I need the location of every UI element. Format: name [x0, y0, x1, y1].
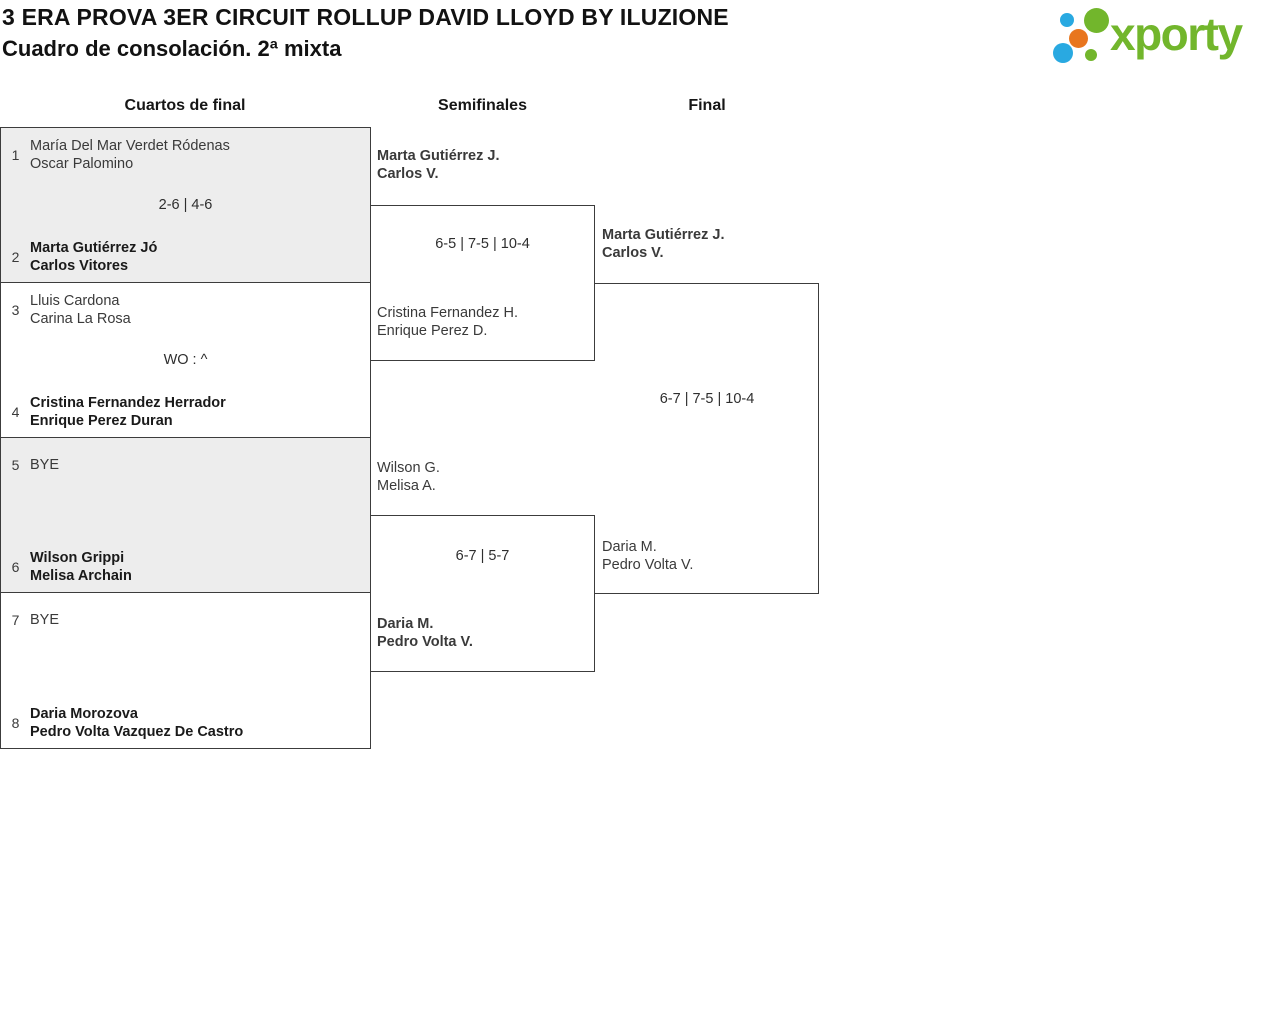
player-name: Cristina Fernandez Herrador	[30, 395, 226, 411]
tournament-title: 3 ERA PROVA 3ER CIRCUIT ROLLUP DAVID LLO…	[2, 4, 729, 30]
team-names: Daria M. Pedro Volta V.	[602, 538, 693, 574]
match-box-qf1: 1 María Del Mar Verdet Ródenas Oscar Pal…	[0, 127, 371, 283]
player-name: Melisa Archain	[30, 568, 132, 584]
team-entry: 6 Wilson Grippi Melisa Archain	[9, 549, 132, 585]
player-name: Lluis Cardona	[30, 293, 120, 309]
logo-wordmark: xporty	[1110, 8, 1243, 60]
team-entry: 4 Cristina Fernandez Herrador Enrique Pe…	[9, 394, 226, 430]
team-names: María Del Mar Verdet Ródenas Oscar Palom…	[30, 137, 230, 173]
team-names: Marta Gutiérrez Jó Carlos Vitores	[30, 239, 157, 275]
player-name: Marta Gutiérrez J.	[602, 227, 725, 243]
seed-number: 5	[11, 457, 20, 473]
team-names: Marta Gutiérrez J. Carlos V.	[377, 147, 500, 183]
team-names: Wilson G. Melisa A.	[377, 459, 440, 495]
player-name: Wilson G.	[377, 460, 440, 476]
match-box-qf3: 5 BYE 6 Wilson Grippi Melisa Archain	[0, 437, 371, 593]
logo-dot-green-small	[1085, 49, 1097, 61]
round-header-quarterfinals: Cuartos de final	[124, 97, 246, 114]
logo-dot-green-large	[1084, 8, 1109, 33]
player-name: Marta Gutiérrez J.	[377, 148, 500, 164]
seed-number: 8	[11, 715, 20, 731]
player-name: Daria M.	[377, 616, 434, 632]
player-name: Wilson Grippi	[30, 550, 125, 566]
team-names: BYE	[30, 456, 59, 474]
player-name: Enrique Perez D.	[377, 323, 488, 339]
bracket-subtitle: Cuadro de consolación. 2ª mixta	[2, 36, 342, 61]
match-score: 6-5 | 7-5 | 10-4	[435, 236, 530, 252]
player-name: Pedro Volta V.	[377, 634, 473, 650]
player-name: Pedro Volta V.	[602, 557, 694, 573]
team-entry: 1 María Del Mar Verdet Ródenas Oscar Pal…	[9, 137, 230, 173]
round-header-final: Final	[688, 97, 726, 114]
seed-number: 7	[11, 612, 20, 628]
team-names: Marta Gutiérrez J. Carlos V.	[602, 226, 725, 262]
logo-dot-orange	[1069, 29, 1088, 48]
player-name: BYE	[30, 457, 60, 473]
team-names: Wilson Grippi Melisa Archain	[30, 549, 132, 585]
xporty-logo[interactable]: xporty	[1050, 0, 1280, 72]
player-name: Daria M.	[602, 539, 657, 555]
seed-number: 3	[11, 302, 20, 318]
team-names: Daria M. Pedro Volta V.	[377, 615, 473, 651]
player-name: Carlos Vitores	[30, 258, 129, 274]
match-box-qf4: 7 BYE 8 Daria Morozova Pedro Volta Vazqu…	[0, 592, 371, 749]
team-entry: 3 Lluis Cardona Carina La Rosa	[9, 292, 131, 328]
match-score: 2-6 | 4-6	[158, 197, 213, 213]
player-name: Carlos V.	[377, 166, 439, 182]
team-names: BYE	[30, 611, 59, 629]
player-name: Enrique Perez Duran	[30, 413, 173, 429]
team-names: Cristina Fernandez H. Enrique Perez D.	[377, 304, 518, 340]
round-header-semifinals: Semifinales	[438, 97, 527, 114]
seed-number: 4	[11, 404, 20, 420]
team-entry: 8 Daria Morozova Pedro Volta Vazquez De …	[9, 705, 244, 741]
match-box-final	[595, 283, 819, 594]
match-score: 6-7 | 5-7	[455, 548, 510, 564]
match-score: 6-7 | 7-5 | 10-4	[659, 391, 755, 407]
team-names: Cristina Fernandez Herrador Enrique Pere…	[30, 394, 226, 430]
player-name: Carlos V.	[602, 245, 664, 261]
player-name: Carina La Rosa	[30, 311, 131, 327]
team-names: Lluis Cardona Carina La Rosa	[30, 292, 131, 328]
player-name: BYE	[30, 612, 60, 628]
player-name: Melisa A.	[377, 478, 436, 494]
team-names: Daria Morozova Pedro Volta Vazquez De Ca…	[30, 705, 243, 741]
player-name: María Del Mar Verdet Ródenas	[30, 138, 230, 154]
team-entry: 2 Marta Gutiérrez Jó Carlos Vitores	[9, 239, 158, 275]
match-box-qf2: 3 Lluis Cardona Carina La Rosa WO : ^ 4 …	[0, 282, 371, 438]
player-name: Oscar Palomino	[30, 156, 134, 172]
player-name: Pedro Volta Vazquez De Castro	[30, 724, 244, 740]
seed-number: 1	[11, 147, 20, 163]
logo-dot-blue-small	[1060, 13, 1074, 27]
team-entry: 7 BYE	[9, 602, 59, 638]
seed-number: 2	[11, 249, 20, 265]
match-box-sf2	[370, 515, 595, 672]
match-score: WO : ^	[163, 352, 208, 368]
seed-number: 6	[11, 559, 20, 575]
logo-dot-blue-large	[1053, 43, 1073, 63]
player-name: Marta Gutiérrez Jó	[30, 240, 158, 256]
team-entry: 5 BYE	[9, 447, 59, 483]
player-name: Daria Morozova	[30, 706, 138, 722]
player-name: Cristina Fernandez H.	[377, 305, 519, 321]
match-box-sf1	[370, 205, 595, 361]
